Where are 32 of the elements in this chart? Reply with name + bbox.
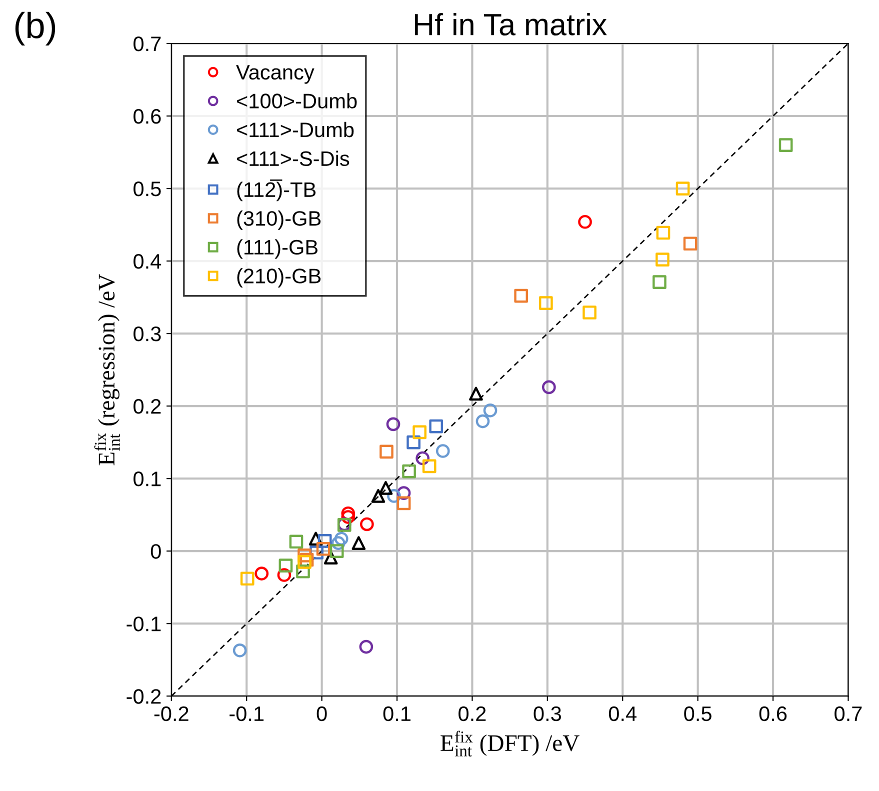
x-tick-label: 0.2: [458, 706, 486, 722]
legend-label: <100>-Dumb: [237, 93, 357, 108]
text: (b): [15, 12, 56, 46]
y-tick-label: 0.4: [134, 254, 162, 269]
y-tick-label: -0.2: [126, 689, 161, 704]
legend-label: (111)-GB: [237, 239, 318, 259]
y-tick-label: 0.2: [134, 399, 161, 414]
y-tick-label: 0.3: [134, 326, 161, 342]
x-tick-label: 0.6: [759, 706, 787, 722]
y-tick-label: -0.1: [126, 616, 161, 632]
x-tick-label: 0.4: [608, 706, 636, 722]
legend-label: (310)-GB: [237, 210, 321, 230]
x-tick-label: 0.3: [534, 706, 561, 722]
x-tick-label: 0.7: [834, 706, 862, 722]
x-tick-label: 0.1: [383, 706, 410, 722]
y-tick-label: 0.5: [134, 182, 161, 196]
legend-label: (112̅)-TB: [237, 180, 316, 202]
y-tick-label: 0.7: [134, 36, 161, 52]
x-tick-label: -0.1: [230, 706, 264, 722]
x-axis-title: E$^{fix}$$_{int}$ (DFT) /eV: [440, 730, 580, 756]
y-axis-title: E$^{fix}$$_{int}$ (regression) /eV: [94, 274, 120, 466]
legend-label: <111>-Dumb: [237, 122, 354, 138]
x-tick-label: -0.2: [154, 706, 188, 722]
y-tick-label: 0.1: [134, 472, 161, 486]
y-tick-label: 0: [150, 544, 161, 559]
x-tick-label: 0: [316, 706, 327, 722]
legend-label: Vacancy: [236, 65, 314, 84]
x-tick-label: 0.5: [684, 706, 712, 722]
legend-label: <111>-S-Dis: [237, 150, 350, 166]
y-tick-label: 0.6: [134, 109, 161, 124]
chart-title: Hf in Ta matrix: [414, 13, 607, 36]
legend-label: (210)-GB: [237, 268, 321, 288]
